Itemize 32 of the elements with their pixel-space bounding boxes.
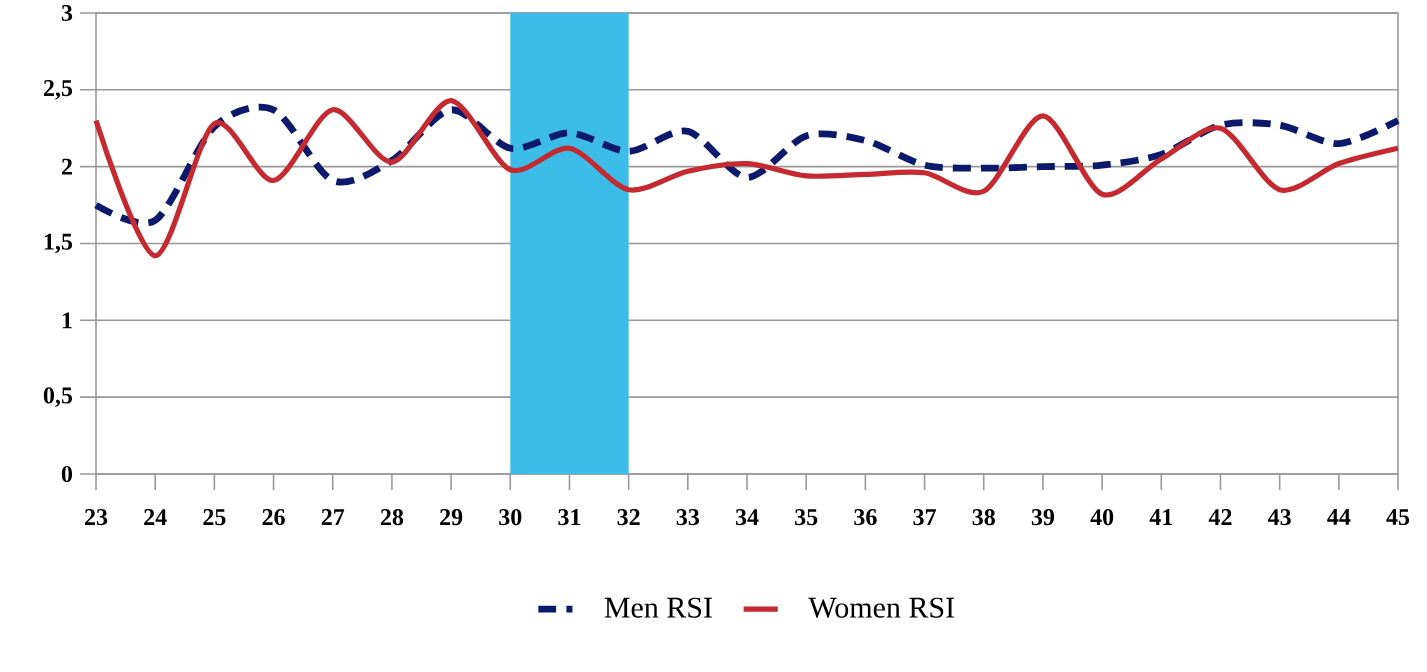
x-tick-label: 33 — [676, 509, 699, 526]
y-tick-label: 1,5 — [44, 233, 73, 254]
x-tick-label: 24 — [144, 509, 167, 525]
x-tick-label: 23 — [85, 509, 108, 526]
x-tick-label: 41 — [1149, 509, 1173, 525]
y-tick-label: 3 — [61, 4, 73, 22]
x-tick-label: 35 — [795, 509, 818, 526]
x-tick-label: 26 — [262, 509, 285, 526]
x-tick-label: 40 — [1090, 509, 1114, 526]
x-tick-label: 31 — [558, 509, 581, 526]
y-tick-label: 0,5 — [43, 387, 73, 407]
x-tick-label: 38 — [972, 509, 995, 526]
x-tick-label: 43 — [1267, 509, 1291, 526]
y-tick-label: 1 — [62, 312, 72, 329]
x-tick-label: 39 — [1031, 509, 1055, 526]
x-tick-label: 32 — [617, 509, 640, 526]
x-tick-label: 44 — [1327, 509, 1351, 525]
x-tick-label: 28 — [380, 509, 404, 526]
x-tick-label: 36 — [854, 509, 877, 526]
x-tick-label: 29 — [440, 509, 463, 526]
x-tick-label: 45 — [1386, 509, 1410, 526]
x-tick-label: 37 — [913, 509, 936, 526]
y-tick-label: 2,5 — [43, 80, 73, 100]
x-tick-label: 42 — [1208, 509, 1232, 525]
y-tick-label: 2 — [61, 158, 72, 175]
legend-label: Women RSI — [808, 597, 955, 618]
legend-label: Men RSI — [604, 597, 712, 618]
x-tick-label: 30 — [499, 509, 522, 526]
y-tick-label: 0 — [61, 465, 73, 483]
x-tick-label: 34 — [735, 509, 759, 526]
x-tick-label: 25 — [203, 509, 226, 526]
x-tick-label: 27 — [321, 509, 345, 525]
